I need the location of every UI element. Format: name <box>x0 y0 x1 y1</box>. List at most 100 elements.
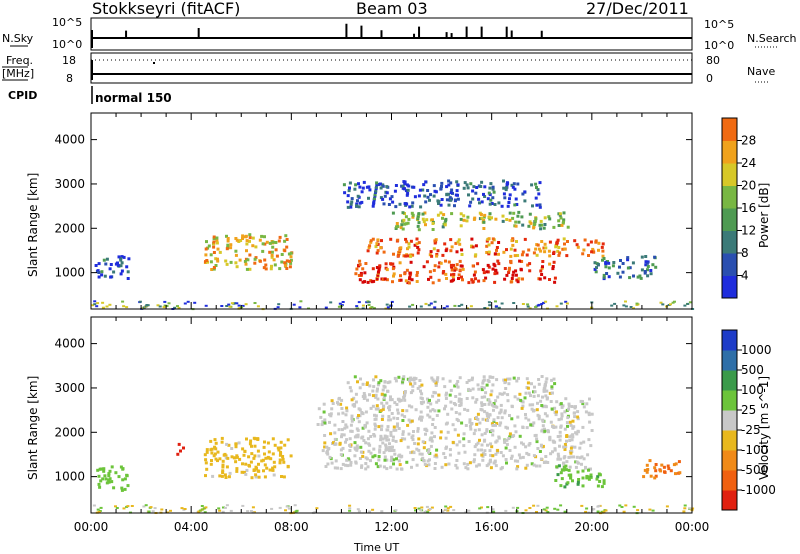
power-region-3-cell <box>405 240 409 244</box>
velocity-region-2-cell <box>366 437 370 441</box>
velocity-region-4-cell <box>602 479 606 483</box>
velocity-region-2-cell <box>494 464 498 468</box>
velocity-region-0-cell <box>108 469 112 473</box>
power-region-6-cell <box>644 263 648 267</box>
power-region-5-cell <box>367 185 371 189</box>
power-region-2-cell <box>492 262 496 266</box>
power-region-5-cell <box>454 193 458 197</box>
velocity-region-2-cell <box>497 436 501 440</box>
velocity-region-3-cell <box>382 396 386 400</box>
velocity-scatter-cell <box>217 507 221 510</box>
power-scatter-cell <box>433 300 437 303</box>
power-region-4-cell <box>391 211 395 215</box>
velocity-region-2-cell <box>498 423 502 427</box>
velocity-region-1-cell <box>278 461 282 465</box>
velocity-region-2-cell <box>393 452 397 456</box>
power-region-2-cell <box>528 262 532 266</box>
velocity-region-3-cell <box>362 392 366 395</box>
power-region-3-cell <box>558 251 562 255</box>
velocity-region-3-cell <box>483 395 487 399</box>
velocity-region-0-cell <box>97 474 101 478</box>
velocity-region-2-cell <box>567 455 571 459</box>
velocity-region-3-cell <box>435 378 439 382</box>
power-region-1-cell <box>204 253 208 257</box>
power-region-4-cell <box>417 212 421 216</box>
velocity-region-4-cell <box>557 464 561 468</box>
power-scatter-cell <box>671 301 675 304</box>
power-region-1-cell <box>234 237 238 240</box>
power-region-2-cell <box>543 276 547 280</box>
velocity-region-2-cell <box>376 465 380 469</box>
power-region-1-cell <box>218 250 222 254</box>
velocity-xtick-label: 12:00 <box>374 520 409 534</box>
velocity-region-2-cell <box>531 424 535 427</box>
power-scatter-cell <box>101 301 105 304</box>
power-region-2-cell <box>458 268 462 272</box>
power-region-4-cell <box>517 220 521 224</box>
velocity-region-0-cell <box>107 474 111 477</box>
velocity-region-2-cell <box>352 396 356 400</box>
velocity-region-2-cell <box>494 399 498 403</box>
power-region-3-cell <box>540 240 544 243</box>
velocity-region-1-cell <box>262 445 266 449</box>
velocity-region-2-cell <box>566 416 570 420</box>
power-region-1-cell <box>225 262 229 266</box>
power-scatter-cell <box>460 303 464 306</box>
power-region-1-cell <box>226 239 230 243</box>
velocity-region-1-cell <box>256 469 260 473</box>
power-region-3-cell <box>374 245 378 249</box>
velocity-region-3-cell <box>480 395 484 399</box>
power-colorbar-tick-label: 4 <box>741 269 749 283</box>
velocity-region-2-cell <box>586 453 590 457</box>
power-scatter-cell <box>95 305 99 308</box>
velocity-region-2-cell <box>567 404 571 408</box>
velocity-region-3-cell <box>349 389 353 393</box>
power-region-6-cell <box>607 261 611 265</box>
power-region-6-cell <box>607 266 611 270</box>
velocity-region-2-cell <box>392 428 396 432</box>
velocity-region-2-cell <box>564 397 568 401</box>
power-region-5-cell <box>426 189 430 192</box>
velocity-region-4-cell <box>576 480 580 484</box>
power-region-3-cell <box>527 248 531 252</box>
power-region-3-cell <box>404 254 408 258</box>
velocity-region-3-cell <box>541 395 544 399</box>
power-region-3-cell <box>537 247 541 251</box>
power-region-2-cell <box>457 273 461 277</box>
power-region-3-cell <box>601 249 605 253</box>
velocity-region-2-cell <box>392 458 396 462</box>
velocity-region-3-cell <box>454 395 458 398</box>
power-region-1-cell <box>244 262 248 266</box>
velocity-region-2-cell <box>516 459 520 463</box>
power-region-5-cell <box>343 191 347 195</box>
power-region-4-cell <box>547 215 551 219</box>
velocity-region-2-cell <box>516 465 520 469</box>
power-region-6-cell <box>621 270 625 274</box>
velocity-region-2-cell <box>401 409 405 413</box>
power-region-1-cell <box>226 243 230 247</box>
power-region-2-cell <box>512 270 516 274</box>
power-region-4-cell <box>508 218 512 222</box>
velocity-region-0-cell <box>125 474 129 478</box>
velocity-region-3-cell <box>412 376 416 380</box>
power-region-2-cell <box>405 268 409 272</box>
velocity-region-5-cell <box>672 463 676 467</box>
power-region-2-cell <box>496 259 500 263</box>
velocity-region-3-cell <box>495 378 499 382</box>
power-region-5-cell <box>391 200 395 204</box>
velocity-region-0-cell <box>98 485 102 489</box>
power-region-1-cell <box>264 263 268 267</box>
velocity-region-2-cell <box>535 440 539 444</box>
velocity-region-0-cell <box>112 486 116 490</box>
power-region-5-cell <box>411 201 415 205</box>
power-region-5-cell <box>360 200 364 204</box>
power-region-3-cell <box>487 237 491 241</box>
velocity-region-3-cell <box>550 378 554 382</box>
velocity-region-2-cell <box>340 407 344 410</box>
power-region-2-cell <box>375 266 379 269</box>
power-region-3-cell <box>495 248 498 252</box>
velocity-region-2-cell <box>336 401 339 405</box>
power-region-3-cell <box>523 237 527 241</box>
power-scatter-cell <box>390 300 394 303</box>
